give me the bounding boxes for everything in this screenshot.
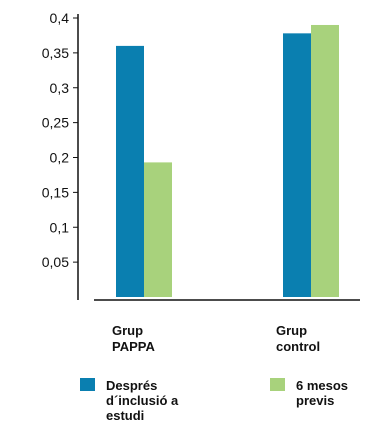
bar-series-0-cat-1	[283, 33, 311, 297]
bar-series-1-cat-1	[311, 24, 339, 297]
y-tick-label: 0,25	[42, 115, 69, 131]
y-tick-label: 0,35	[42, 45, 69, 61]
y-tick-label: 0,15	[42, 184, 69, 200]
legend-label: 6 mesos previs	[296, 378, 348, 408]
y-tick-label: 0,3	[50, 80, 70, 96]
y-tick-label: 0,1	[50, 219, 70, 235]
legend: Després d´inclusió a estudi 6 mesos previs	[80, 378, 348, 423]
bar-series-0-cat-0	[116, 45, 144, 298]
bar-series-1-cat-0	[144, 162, 172, 297]
y-tick-label: 0,05	[42, 254, 69, 270]
category-label: Grup control	[276, 323, 320, 354]
bars	[116, 24, 339, 298]
y-axis: 0,4 0,35 0,3 0,25 0,2 0,15 0,1 0,05	[42, 10, 79, 300]
y-tick-label: 0,4	[50, 10, 70, 26]
category-labels: Grup PAPPA Grup control	[112, 323, 320, 354]
legend-swatch	[270, 378, 285, 391]
category-label: Grup PAPPA	[112, 323, 155, 354]
legend-label: Després d´inclusió a estudi	[106, 378, 179, 423]
y-tick-label: 0,2	[50, 150, 70, 166]
legend-swatch	[80, 378, 95, 391]
